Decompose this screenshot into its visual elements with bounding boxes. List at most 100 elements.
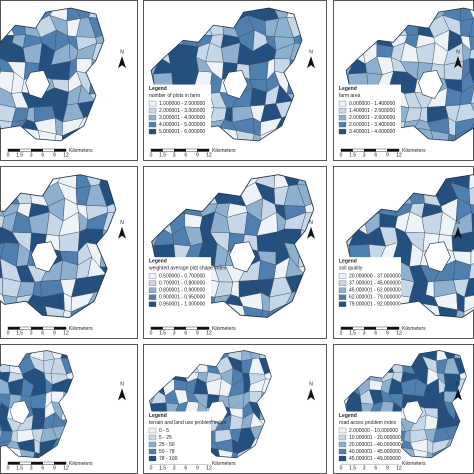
legend-swatch: [148, 128, 157, 135]
map-outline: [0, 350, 74, 459]
scale-label: 9: [53, 152, 56, 158]
scale-label: 1.5: [16, 465, 23, 471]
scale-label: 1.5: [159, 330, 166, 336]
scale-label: 0: [340, 152, 343, 158]
region: [468, 174, 474, 189]
legend-swatch: [338, 280, 347, 286]
north-label: N: [456, 220, 460, 226]
north-arrow: [118, 388, 126, 401]
scale-label: 9: [53, 330, 56, 336]
legend-entry: 0.500000 - 0.700000: [159, 273, 205, 279]
north-arrow: [454, 388, 462, 401]
scale-label: 9: [386, 152, 389, 158]
scale-segment: [364, 326, 377, 330]
scale-segment: [7, 148, 20, 152]
scale-unit: Kilometers: [212, 461, 236, 467]
scale-label: 3: [173, 330, 176, 336]
scale-segment: [173, 148, 186, 152]
scale-segment: [54, 461, 67, 465]
scale-label: 12: [396, 465, 402, 471]
legend-entry: 20.000001 - 40.000000: [349, 442, 401, 448]
scale-label: 3: [173, 152, 176, 158]
scale-segment: [352, 148, 365, 152]
legend-heading: Legend: [339, 258, 357, 264]
legend-entry: 25 - 50: [159, 442, 175, 448]
legend-box: [337, 411, 401, 465]
scale-segment: [150, 326, 163, 330]
scale-label: 12: [206, 330, 212, 336]
legend-swatch: [338, 100, 347, 107]
region: [259, 309, 270, 318]
lake: [207, 400, 228, 424]
scale-label: 9: [196, 330, 199, 336]
legend-swatch: [148, 434, 157, 441]
scale-label: 6: [374, 152, 377, 158]
region: [468, 256, 474, 280]
legend-swatch: [148, 273, 157, 279]
scale-segment: [54, 326, 67, 330]
region: [454, 309, 465, 318]
scale-segment: [19, 326, 32, 330]
legend-swatch: [148, 114, 157, 121]
legend-entry: 1.000000 - 2.000000: [159, 101, 205, 107]
scale-label: 1.5: [349, 152, 356, 158]
legend-entry: 20.000000 - 37.000000: [349, 273, 401, 279]
legend-swatch: [148, 441, 157, 448]
legend-title: terrain and land use problem index: [149, 420, 226, 426]
region: [61, 309, 72, 318]
legend-swatch: [148, 287, 157, 293]
scale-unit: Kilometers: [402, 148, 426, 154]
scale-label: 12: [206, 152, 212, 158]
region: [446, 133, 456, 141]
scale-label: 12: [63, 330, 69, 336]
scale-label: 1.5: [349, 465, 356, 471]
region: [469, 58, 474, 75]
legend-title: road acces problem index: [339, 420, 397, 426]
scale-label: 6: [41, 152, 44, 158]
north-label: N: [120, 382, 124, 388]
north-arrow: [118, 56, 126, 69]
north-arrow: [307, 56, 315, 69]
scale-segment: [162, 326, 175, 330]
scale-unit: Kilometers: [402, 326, 426, 332]
legend-swatch: [338, 273, 347, 279]
legend-swatch: [338, 287, 347, 293]
scale-unit: Kilometers: [69, 148, 93, 154]
legend-swatch: [338, 121, 347, 128]
north-arrow: [307, 388, 315, 401]
scale-label: 12: [206, 465, 212, 471]
region: [470, 228, 474, 253]
scale-label: 3: [30, 465, 33, 471]
region: [32, 451, 41, 458]
scale-label: 12: [63, 152, 69, 158]
region: [53, 133, 63, 141]
scale-label: 6: [41, 330, 44, 336]
legend-heading: Legend: [149, 413, 167, 419]
region: [468, 185, 474, 206]
scale-label: 3: [363, 152, 366, 158]
legend-swatch: [338, 128, 347, 135]
legend-swatch: [338, 427, 347, 434]
legend-entry: 0.000000 - 1.400000: [349, 101, 395, 107]
scale-label: 9: [53, 465, 56, 471]
map-outline: [0, 174, 117, 318]
legend-entry: 10.000001 - 20.000000: [349, 435, 401, 441]
legend-entry: 37.000001 - 45.000000: [349, 280, 401, 286]
region: [470, 242, 474, 266]
north-label: N: [120, 220, 124, 226]
lake: [424, 241, 451, 273]
legend-entry: 78 - 100: [159, 456, 178, 462]
scale-label: 3: [30, 152, 33, 158]
scale-label: 12: [63, 465, 69, 471]
scale-label: 0: [7, 152, 10, 158]
map-outline: [0, 7, 105, 142]
legend-entry: 5.000001 - 6.000000: [159, 129, 205, 135]
scale-unit: Kilometers: [212, 326, 236, 332]
scale-label: 9: [386, 465, 389, 471]
region: [469, 71, 474, 95]
scale-segment: [42, 461, 55, 465]
